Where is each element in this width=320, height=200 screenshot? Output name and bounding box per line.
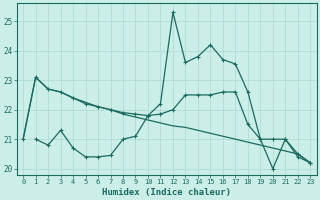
X-axis label: Humidex (Indice chaleur): Humidex (Indice chaleur) <box>102 188 231 197</box>
